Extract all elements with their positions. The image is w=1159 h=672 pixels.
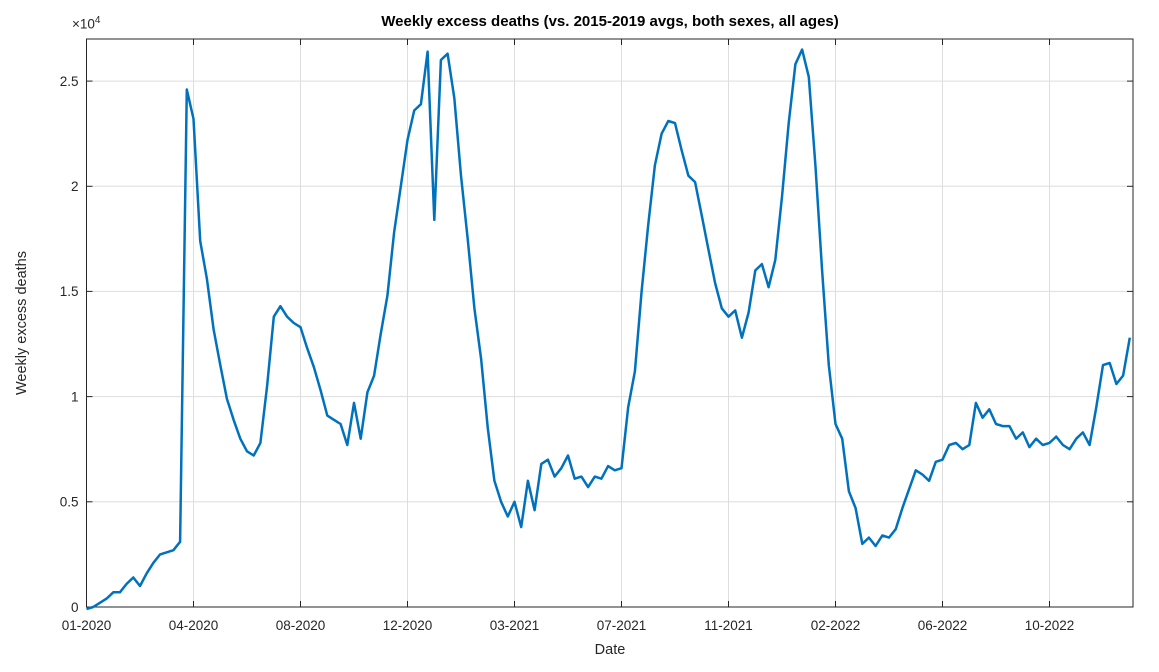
x-tick-label: 10-2022 [1025,618,1075,633]
chart-title: Weekly excess deaths (vs. 2015-2019 avgs… [381,13,839,30]
x-tick-label: 03-2021 [490,618,540,633]
x-tick-label: 08-2020 [276,618,326,633]
y-tick-label: 1.5 [60,284,79,299]
x-tick-label: 01-2020 [62,618,112,633]
x-tick-label: 06-2022 [918,618,968,633]
excess-deaths-line [86,48,1132,611]
x-tick-label: 12-2020 [383,618,433,633]
axes-frame [86,38,1134,608]
x-tick-label: 04-2020 [169,618,219,633]
y-axis-label: Weekly excess deaths [14,251,30,395]
x-tick-label: 07-2021 [597,618,647,633]
y-tick-label: 2.5 [60,74,79,89]
y-tick-label: 1 [71,389,79,404]
y-tick-label: 0 [71,600,79,615]
x-axis-label: Date [594,642,626,658]
y-tick-label: 2 [71,179,79,194]
y-axis-exponent-label: ×104 [72,15,100,32]
y-exponent-power: 4 [94,15,101,26]
x-tick-label: 02-2022 [811,618,861,633]
y-tick-label: 0.5 [60,495,79,510]
x-tick-label: 11-2021 [704,618,753,633]
y-exponent-mantissa: ×10 [72,16,95,32]
